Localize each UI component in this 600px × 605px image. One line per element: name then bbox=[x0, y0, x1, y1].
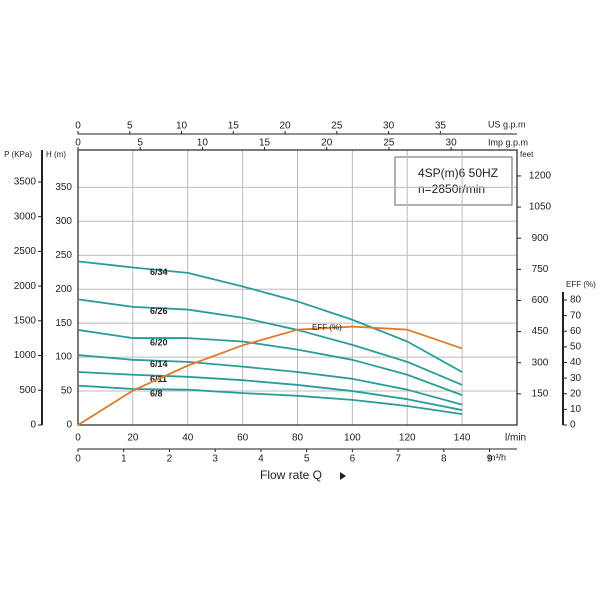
us_gpm_axis-tick-label: 10 bbox=[176, 121, 188, 132]
series-line bbox=[77, 354, 463, 406]
pressure_axis-label: P (KPa) bbox=[4, 150, 32, 159]
x-tick-label: 20 bbox=[127, 433, 139, 444]
y2-tick-label: 70 bbox=[570, 310, 582, 321]
series-line bbox=[77, 371, 463, 411]
series-line bbox=[77, 329, 463, 396]
series-label: EFF (%) bbox=[312, 323, 342, 332]
x-tick-label: 0 bbox=[75, 433, 81, 444]
y-axis-label: H (m) bbox=[46, 150, 66, 159]
y-tick-label: 200 bbox=[55, 284, 72, 295]
y2-tick-label: 40 bbox=[570, 357, 582, 368]
series-label: 6/14 bbox=[150, 359, 168, 369]
m3h_axis-tick-label: 4 bbox=[258, 454, 264, 465]
feet_axis-tick-label: 150 bbox=[532, 389, 549, 400]
pressure_axis-tick-label: 1000 bbox=[14, 350, 37, 361]
y2-tick-label: 10 bbox=[570, 404, 582, 415]
imp_gpm_axis-label: Imp g.p.m bbox=[488, 137, 528, 147]
x-tick-label: 40 bbox=[182, 433, 194, 444]
x-tick-label: 140 bbox=[454, 433, 471, 444]
y2-tick-label: 0 bbox=[570, 420, 576, 431]
feet_axis-tick-label: 750 bbox=[532, 264, 549, 275]
imp_gpm_axis-tick-label: 5 bbox=[137, 138, 143, 149]
y2-axis-label: EFF (%) bbox=[566, 280, 596, 289]
m3h_axis-tick-label: 8 bbox=[441, 454, 447, 465]
imp_gpm_axis-tick-label: 30 bbox=[446, 138, 458, 149]
chart-subtitle: n=2850r/min bbox=[418, 182, 485, 196]
feet_axis-tick-label: 300 bbox=[532, 357, 549, 368]
us_gpm_axis-tick-label: 35 bbox=[435, 121, 447, 132]
series-label: 6/34 bbox=[150, 267, 168, 277]
y-tick-label: 250 bbox=[55, 250, 72, 261]
m3h_axis-tick-label: 7 bbox=[395, 454, 401, 465]
m3h_axis-tick-label: 2 bbox=[167, 454, 173, 465]
us_gpm_axis-label: US g.p.m bbox=[488, 119, 526, 129]
feet_axis-label: feet bbox=[520, 150, 534, 159]
x-tick-label: 120 bbox=[399, 433, 416, 444]
pressure_axis-tick-label: 3500 bbox=[14, 177, 37, 188]
y-tick-label: 300 bbox=[55, 216, 72, 227]
series-line bbox=[77, 384, 463, 416]
m3h_axis-label: m³/h bbox=[488, 452, 506, 462]
chart-title: 4SP(m)6 50HZ bbox=[418, 166, 498, 180]
y2-tick-label: 30 bbox=[570, 373, 582, 384]
us_gpm_axis-tick-label: 30 bbox=[383, 121, 395, 132]
m3h_axis-tick-label: 1 bbox=[121, 454, 127, 465]
feet_axis-tick-label: 600 bbox=[532, 295, 549, 306]
us_gpm_axis-tick-label: 20 bbox=[280, 121, 292, 132]
m3h_axis-tick-label: 0 bbox=[75, 454, 81, 465]
series-line bbox=[77, 325, 463, 426]
m3h_axis-tick-label: 5 bbox=[304, 454, 310, 465]
m3h_axis-tick-label: 9 bbox=[487, 454, 493, 465]
us_gpm_axis-tick-label: 0 bbox=[75, 121, 81, 132]
y2-tick-label: 20 bbox=[570, 388, 582, 399]
feet_axis-tick-label: 450 bbox=[532, 326, 549, 337]
title-box bbox=[394, 156, 513, 206]
series-label: 6/20 bbox=[150, 337, 168, 347]
y-tick-label: 100 bbox=[55, 352, 72, 363]
imp_gpm_axis-tick-label: 10 bbox=[197, 138, 209, 149]
pressure_axis-tick-label: 0 bbox=[30, 420, 36, 431]
y-tick-label: 150 bbox=[55, 318, 72, 329]
y-tick-label: 0 bbox=[66, 420, 72, 431]
y-tick-label: 350 bbox=[55, 182, 72, 193]
arrow bbox=[340, 472, 346, 480]
imp_gpm_axis-tick-label: 25 bbox=[383, 138, 395, 149]
imp_gpm_axis-tick-label: 15 bbox=[259, 138, 271, 149]
series-label: 6/26 bbox=[150, 306, 168, 316]
pressure_axis-tick-label: 500 bbox=[19, 385, 36, 396]
x-tick-label: 100 bbox=[344, 433, 361, 444]
y-tick-label: 50 bbox=[61, 386, 73, 397]
imp_gpm_axis-tick-label: 0 bbox=[75, 138, 81, 149]
us_gpm_axis-tick-label: 25 bbox=[331, 121, 343, 132]
m3h_axis-tick-label: 3 bbox=[212, 454, 218, 465]
imp_gpm_axis-tick-label: 20 bbox=[321, 138, 333, 149]
pressure_axis-tick-label: 3000 bbox=[14, 211, 37, 222]
y2-tick-label: 50 bbox=[570, 342, 582, 353]
pressure_axis-tick-label: 2500 bbox=[14, 246, 37, 257]
us_gpm_axis-tick-label: 5 bbox=[127, 121, 133, 132]
m3h_axis-tick-label: 6 bbox=[350, 454, 356, 465]
y2-tick-label: 80 bbox=[570, 295, 582, 306]
us_gpm_axis-tick-label: 15 bbox=[228, 121, 240, 132]
x-axis-label: l/min bbox=[505, 433, 526, 444]
series-line bbox=[77, 260, 463, 373]
pressure_axis-tick-label: 1500 bbox=[14, 315, 37, 326]
series-line bbox=[77, 298, 463, 386]
series-label: 6/8 bbox=[150, 388, 163, 398]
feet_axis-tick-label: 1050 bbox=[529, 202, 552, 213]
feet_axis-tick-label: 1200 bbox=[529, 171, 552, 182]
x-tick-label: 80 bbox=[292, 433, 304, 444]
y2-tick-label: 60 bbox=[570, 326, 582, 337]
x-axis-title: Flow rate Q bbox=[260, 468, 322, 482]
x-tick-label: 60 bbox=[237, 433, 249, 444]
feet_axis-tick-label: 900 bbox=[532, 233, 549, 244]
pressure_axis-tick-label: 2000 bbox=[14, 281, 37, 292]
